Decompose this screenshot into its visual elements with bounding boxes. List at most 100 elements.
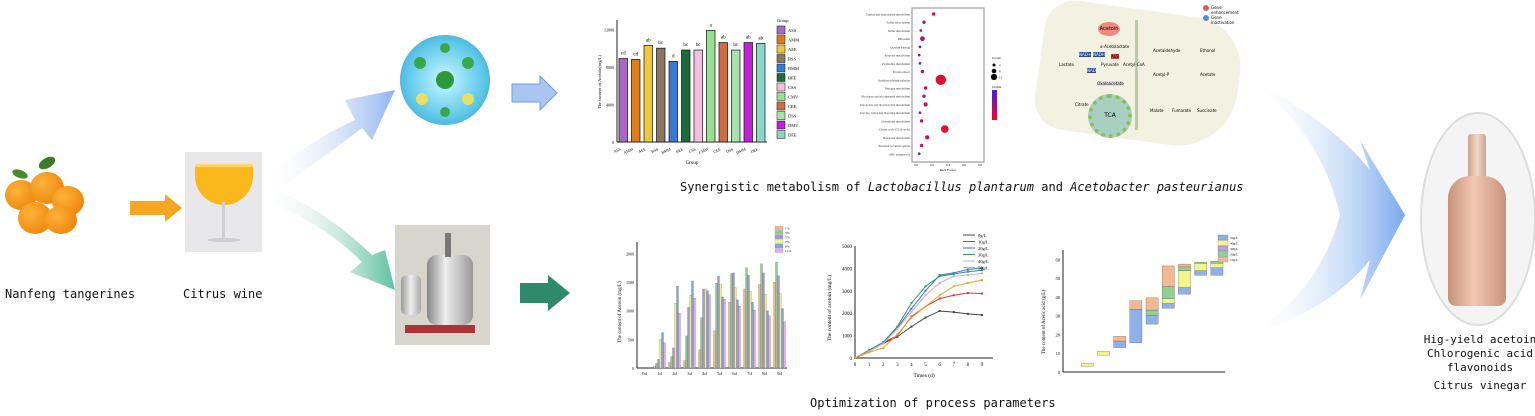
bar <box>760 263 763 369</box>
x-tick-label: 1d <box>1085 376 1090 377</box>
bioreactor-image <box>395 225 490 345</box>
bar <box>631 59 641 143</box>
bar <box>718 42 728 143</box>
data-point <box>896 326 899 329</box>
legend-count-title: Count <box>992 56 1001 60</box>
x-tick-label: BEE <box>675 146 684 154</box>
data-point <box>917 53 921 57</box>
bar <box>730 273 733 369</box>
legend-label: 30g/L <box>1230 247 1238 251</box>
lower-flow-arrow <box>262 185 395 290</box>
bar <box>719 284 722 369</box>
data-point <box>896 335 899 338</box>
legend-swatch <box>776 111 786 120</box>
y-tick-label: 20 <box>1056 332 1061 337</box>
legend-label: 11% <box>785 249 791 253</box>
data-point <box>980 269 983 272</box>
legend-label: CEE <box>788 104 797 109</box>
y-tick-label: 0 <box>612 140 614 145</box>
y-tick-label: Protein export <box>893 70 910 74</box>
bar <box>768 315 771 369</box>
bar <box>685 335 688 369</box>
oxaloacetate-node: Oxaloacetate <box>1097 81 1124 86</box>
data-point <box>952 285 955 288</box>
nad-box: NAD <box>1087 68 1096 73</box>
data-point <box>966 270 969 273</box>
bar <box>704 288 707 369</box>
y-tick-label: 500 <box>628 337 634 342</box>
x-tick-label: 3 <box>896 363 899 368</box>
data-point <box>918 45 922 49</box>
bar <box>670 356 673 369</box>
bar <box>618 58 628 143</box>
caption-species-lactobacillus: Lactobacillus plantarum <box>867 180 1035 194</box>
x-tick-label: 5d <box>717 371 722 376</box>
legend-swatch <box>776 92 786 101</box>
x-axis-label: Times (d) <box>913 372 935 379</box>
blue-arrow <box>511 74 558 112</box>
data-point <box>896 325 899 328</box>
nad-plus-box: NAD+ <box>1079 52 1092 57</box>
x-tick-label: BMM <box>660 146 671 155</box>
x-tick-label: 3d <box>1117 376 1122 377</box>
kegg-enrichment-dot-plot: Taurine and hypotaurine metabolism Sulfur… <box>860 7 1003 172</box>
bar <box>762 272 765 369</box>
citrate-node: Citrate <box>1075 102 1089 107</box>
y-tick-label: 8000 <box>606 65 614 70</box>
series-line <box>854 279 983 359</box>
y-axis-label: The content of Acetoin(mg/L) <box>597 54 602 109</box>
bar <box>672 347 675 369</box>
data-point <box>966 268 969 271</box>
bar <box>657 359 660 369</box>
data-point <box>924 285 927 288</box>
plot-frame <box>911 7 985 163</box>
bar <box>775 261 778 369</box>
bar <box>736 299 739 369</box>
x-tick-label: 8 <box>967 363 970 368</box>
x-tick-label: 4 <box>910 363 913 368</box>
series-line <box>854 269 983 359</box>
bar-segment <box>1145 297 1159 311</box>
data-point <box>868 350 871 353</box>
data-point <box>980 272 983 275</box>
y-tick-label: 1500 <box>626 280 634 285</box>
bar <box>758 284 761 369</box>
legend-label: 1% <box>785 227 790 231</box>
legend-swatch <box>1217 245 1229 252</box>
bar <box>655 363 658 369</box>
series-line <box>854 272 983 359</box>
legend-swatch <box>776 35 786 44</box>
data-point <box>917 152 921 156</box>
y-axis-label: The content of Acetoin (mg/L) <box>618 281 623 343</box>
x-axis-label: Rich Factor <box>940 168 957 172</box>
legend-swatch <box>776 63 786 73</box>
data-point <box>910 311 913 314</box>
bar-segment <box>1162 265 1175 287</box>
x-tick-label: 7d <box>1182 376 1187 377</box>
y-tick-label: 4000 <box>842 267 853 272</box>
y-tick-label: Taurine and hypotaurine metabolism <box>866 13 911 17</box>
data-point <box>910 315 913 318</box>
bar <box>661 332 664 369</box>
bar <box>689 295 692 369</box>
x-tick-label: 0.8 <box>978 163 982 167</box>
bar-segment <box>1162 303 1175 309</box>
y-tick-label: 12000 <box>604 27 614 32</box>
x-tick-label: 4d <box>1134 376 1139 377</box>
legend-swatch <box>774 234 784 240</box>
acetyl-coa-node: Acetyl-CoA <box>1123 62 1145 67</box>
legend-swatch <box>774 239 784 244</box>
x-tick-label: 4d <box>702 371 707 376</box>
x-tick-label: 2 <box>882 363 885 368</box>
als-box: ALS <box>1111 54 1119 59</box>
data-point <box>923 102 928 107</box>
data-point <box>938 281 941 284</box>
data-point <box>922 20 926 24</box>
bar-segment <box>1145 309 1159 316</box>
bar <box>693 298 696 369</box>
legend-swatch <box>774 225 784 231</box>
output-chlorogenic-acid: Chlorogenic acid <box>1427 347 1533 360</box>
bar <box>668 60 678 143</box>
y-tick-label: 0 <box>1058 370 1061 375</box>
significance-label: cd <box>633 52 638 57</box>
